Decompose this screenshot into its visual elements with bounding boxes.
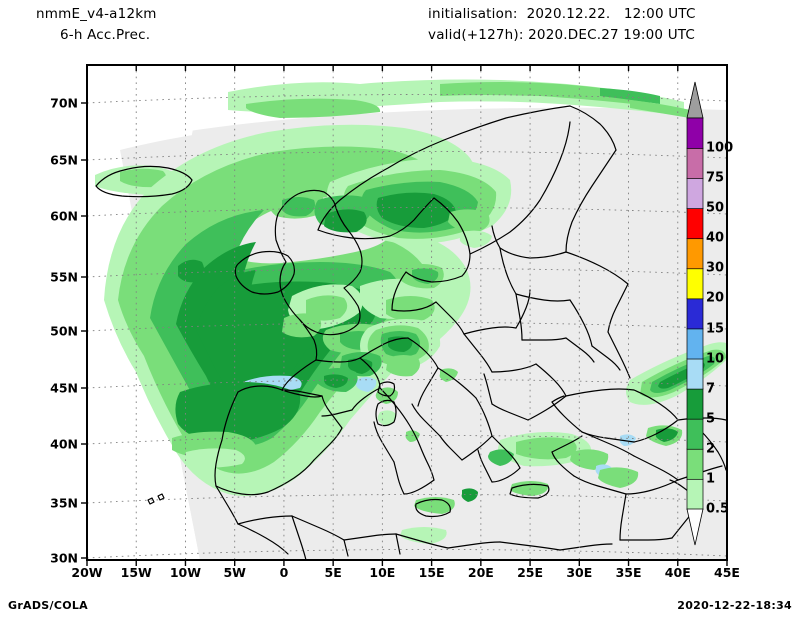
precip-lowcountries: [386, 296, 435, 322]
gridline-parallel: [87, 322, 727, 332]
colorbar-tick-label: 1: [706, 471, 716, 487]
x-axis-label: 25E: [517, 565, 544, 580]
x-axis-label: 30E: [566, 565, 593, 580]
precip-ionian: [461, 488, 478, 502]
gridline-parallel: [87, 435, 727, 445]
x-axis-label: 20W: [71, 565, 103, 580]
colorbar-band[interactable]: [686, 237, 704, 270]
x-axis-label: 45E: [714, 565, 740, 580]
precip-italy-n: [386, 355, 420, 377]
colorbar-tick-label: 75: [706, 170, 725, 186]
header-valid-time: valid(+127h): 2020.DEC.27 19:00 UTC: [428, 27, 696, 43]
colorbar-tick-label: 20: [706, 290, 725, 306]
precip-band-arctic-4: [600, 88, 660, 104]
x-axis-label: 35E: [615, 565, 642, 580]
x-axis-label: 15W: [120, 565, 152, 580]
x-axis-label: 5W: [223, 565, 246, 580]
precip-greece-w: [488, 449, 514, 466]
x-axis-label: 15E: [418, 565, 445, 580]
colorbar-band[interactable]: [686, 177, 704, 209]
colorbar-band[interactable]: [686, 117, 704, 149]
y-axis-label: 70N: [50, 95, 78, 111]
colorbar-tick-label: 10: [706, 351, 725, 367]
precip-uk-band-2: [306, 295, 348, 321]
colorbar-under-arrow: [686, 508, 704, 546]
colorbar-band[interactable]: [686, 448, 704, 480]
precip-scandi-4: [376, 192, 456, 228]
gridline-parallel: [87, 268, 727, 278]
precip-band-iceland-2: [120, 168, 167, 188]
colorbar-band[interactable]: [686, 328, 704, 360]
footer-source: GrADS/COLA: [8, 599, 88, 612]
y-axis-label: 35N: [50, 495, 78, 511]
precip-sweden-e: [448, 209, 490, 232]
precip-tunisia: [400, 527, 447, 544]
map-frame: [86, 64, 728, 561]
y-axis-label: 30N: [50, 550, 78, 566]
colorbar-tick-label: 7: [706, 381, 716, 397]
precip-atlantic-pocket: [178, 259, 205, 283]
colorbar-tick-label: 5: [706, 411, 716, 427]
footer-timestamp: 2020-12-22-18:34: [677, 599, 792, 612]
precip-pyrenees-2: [324, 374, 348, 388]
precip-iberia-4: [184, 448, 245, 468]
colorbar-band[interactable]: [686, 358, 704, 390]
x-axis-label: 10W: [169, 565, 202, 580]
colorbar-tick-label: 50: [706, 200, 725, 216]
x-axis-label: 10E: [369, 565, 396, 580]
gridline-parallel: [87, 151, 727, 161]
y-axis-label: 50N: [50, 323, 78, 339]
x-axis-label: 20E: [467, 565, 494, 580]
colorbar-tick-label: 0.5: [706, 501, 730, 517]
gridline-parallel: [87, 379, 727, 389]
precip-norway-sw: [324, 209, 367, 233]
precip-anatolia-blue: [619, 434, 636, 446]
colorbar-band[interactable]: [686, 298, 704, 330]
gridline-parallel: [87, 549, 727, 559]
precip-alps-sw2: [348, 358, 373, 374]
gridline-parallel: [87, 207, 727, 217]
gridline-parallel: [87, 94, 727, 104]
precip-iberia-1: [175, 382, 301, 444]
x-axis-label: 0: [279, 565, 289, 580]
precip-band-arctic-3: [246, 98, 381, 118]
colorbar-tick-label: 40: [706, 230, 725, 246]
precip-band-arctic-5: [630, 100, 690, 118]
colorbar-band[interactable]: [686, 388, 704, 420]
colorbar-band[interactable]: [686, 147, 704, 179]
gridline-parallel: [87, 494, 727, 504]
precip-alps-blue: [356, 377, 377, 392]
colorbar[interactable]: [686, 81, 704, 546]
precip-aegean-2: [516, 437, 577, 460]
colorbar-band[interactable]: [686, 418, 704, 450]
precip-band-arctic-2: [440, 82, 650, 106]
y-axis-label: 40N: [50, 436, 78, 452]
colorbar-band[interactable]: [686, 478, 704, 510]
y-axis-label: 65N: [50, 152, 78, 168]
colorbar-tick-label: 15: [706, 321, 725, 337]
map-gridlines: [87, 65, 727, 560]
axis-ticks: [81, 65, 728, 566]
colorbar-band[interactable]: [686, 207, 704, 240]
header-field-name: 6-h Acc.Prec.: [60, 27, 151, 43]
x-axis-label: 40E: [664, 565, 691, 580]
colorbar-band[interactable]: [686, 268, 704, 300]
coastline-layer: [95, 105, 727, 560]
x-axis-label: 5E: [324, 565, 342, 580]
header-initialisation: initialisation: 2020.12.22. 12:00 UTC: [428, 6, 696, 22]
colorbar-tick-label: 30: [706, 260, 725, 276]
colorbar-tick-label: 2: [706, 441, 716, 457]
y-axis-label: 45N: [50, 380, 78, 396]
precip-scotland-2: [282, 197, 315, 217]
y-axis-label: 55N: [50, 269, 78, 285]
precip-wales: [282, 313, 322, 338]
colorbar-tick-label: 100: [706, 140, 734, 156]
y-axis-label: 60N: [50, 208, 78, 224]
header-model-name: nmmE_v4-a12km: [36, 6, 157, 22]
